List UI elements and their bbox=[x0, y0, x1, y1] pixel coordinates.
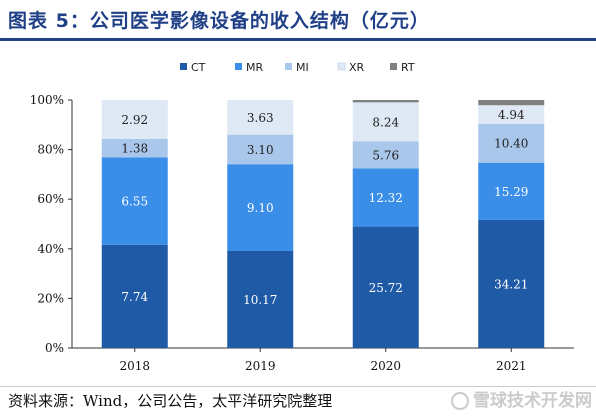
bar-ct-2020 bbox=[352, 226, 419, 348]
legend-swatch-mi bbox=[285, 63, 292, 70]
data-label-xr-2021: 4.94 bbox=[498, 108, 525, 122]
x-tick-label: 2020 bbox=[370, 359, 401, 373]
data-label-xr-2020: 8.24 bbox=[372, 115, 399, 129]
source-note: 资料来源：Wind，公司公告，太平洋研究院整理 bbox=[8, 392, 333, 410]
y-tick-label: 80% bbox=[37, 143, 64, 157]
data-label-mi-2019: 3.10 bbox=[247, 143, 274, 157]
bar-ct-2018 bbox=[101, 244, 168, 348]
bar-xr-2018 bbox=[101, 100, 168, 139]
bar-mi-2020 bbox=[352, 141, 419, 169]
data-label-ct-2021: 34.21 bbox=[494, 277, 528, 291]
legend-label-rt: RT bbox=[401, 61, 415, 74]
bar-xr-2019 bbox=[227, 100, 294, 135]
bar-mr-2018 bbox=[101, 157, 168, 245]
bar-rt-2020 bbox=[352, 100, 419, 103]
y-tick-label: 60% bbox=[37, 192, 64, 206]
bar-ct-2019 bbox=[227, 250, 294, 348]
data-label-ct-2018: 7.74 bbox=[121, 290, 148, 304]
x-tick-label: 2018 bbox=[119, 359, 150, 373]
y-tick-label: 20% bbox=[37, 291, 64, 305]
data-label-mi-2021: 10.40 bbox=[494, 137, 528, 151]
data-label-mi-2018: 1.38 bbox=[121, 142, 148, 156]
y-tick-label: 40% bbox=[37, 242, 64, 256]
bar-mi-2018 bbox=[101, 138, 168, 158]
bar-mr-2019 bbox=[227, 164, 294, 251]
legend-swatch-rt bbox=[390, 63, 397, 70]
stacked-bar-chart: CT MR MI XR RT 0% 20% 40% 60% 80% 100% 7.74 6.55 1.38… bbox=[30, 61, 574, 373]
x-tick-label: 2021 bbox=[496, 359, 527, 373]
data-label-xr-2018: 2.92 bbox=[121, 113, 148, 127]
data-label-xr-2019: 3.63 bbox=[247, 111, 274, 125]
bar-ct-2021 bbox=[478, 219, 545, 348]
title-divider bbox=[0, 38, 596, 41]
data-label-mr-2019: 9.10 bbox=[247, 201, 274, 215]
data-label-mr-2020: 12.32 bbox=[369, 191, 403, 205]
watermark: 雪球技术开发网 bbox=[451, 388, 592, 414]
legend-label-mr: MR bbox=[246, 61, 263, 74]
legend-label-xr: XR bbox=[349, 61, 365, 74]
bar-mi-2021 bbox=[478, 123, 545, 163]
bar-mr-2021 bbox=[478, 162, 545, 220]
data-label-mr-2021: 15.29 bbox=[494, 185, 528, 199]
legend-label-ct: CT bbox=[191, 61, 206, 74]
legend-swatch-xr bbox=[337, 62, 346, 71]
chart-title: 图表 5：公司医学影像设备的收入结构（亿元） bbox=[8, 10, 430, 32]
data-label-mi-2020: 5.76 bbox=[372, 148, 399, 162]
legend-swatch-mr bbox=[235, 63, 242, 70]
legend-swatch-ct bbox=[180, 63, 187, 70]
data-label-ct-2020: 25.72 bbox=[369, 281, 403, 295]
bar-mr-2020 bbox=[352, 168, 419, 227]
y-tick-label: 0% bbox=[45, 341, 64, 355]
bar-xr-2021 bbox=[478, 105, 545, 124]
watermark-text: 雪球技术开发网 bbox=[473, 391, 592, 411]
x-tick-label: 2019 bbox=[245, 359, 276, 373]
footer-divider bbox=[0, 386, 596, 387]
bar-xr-2020 bbox=[352, 102, 419, 142]
watermark-logo-icon bbox=[451, 392, 469, 410]
data-label-ct-2019: 10.17 bbox=[243, 293, 277, 307]
bar-mi-2019 bbox=[227, 134, 294, 165]
legend-label-mi: MI bbox=[296, 61, 309, 74]
y-tick-label: 100% bbox=[30, 93, 64, 107]
bar-rt-2021 bbox=[478, 100, 545, 106]
data-label-mr-2018: 6.55 bbox=[121, 195, 148, 209]
